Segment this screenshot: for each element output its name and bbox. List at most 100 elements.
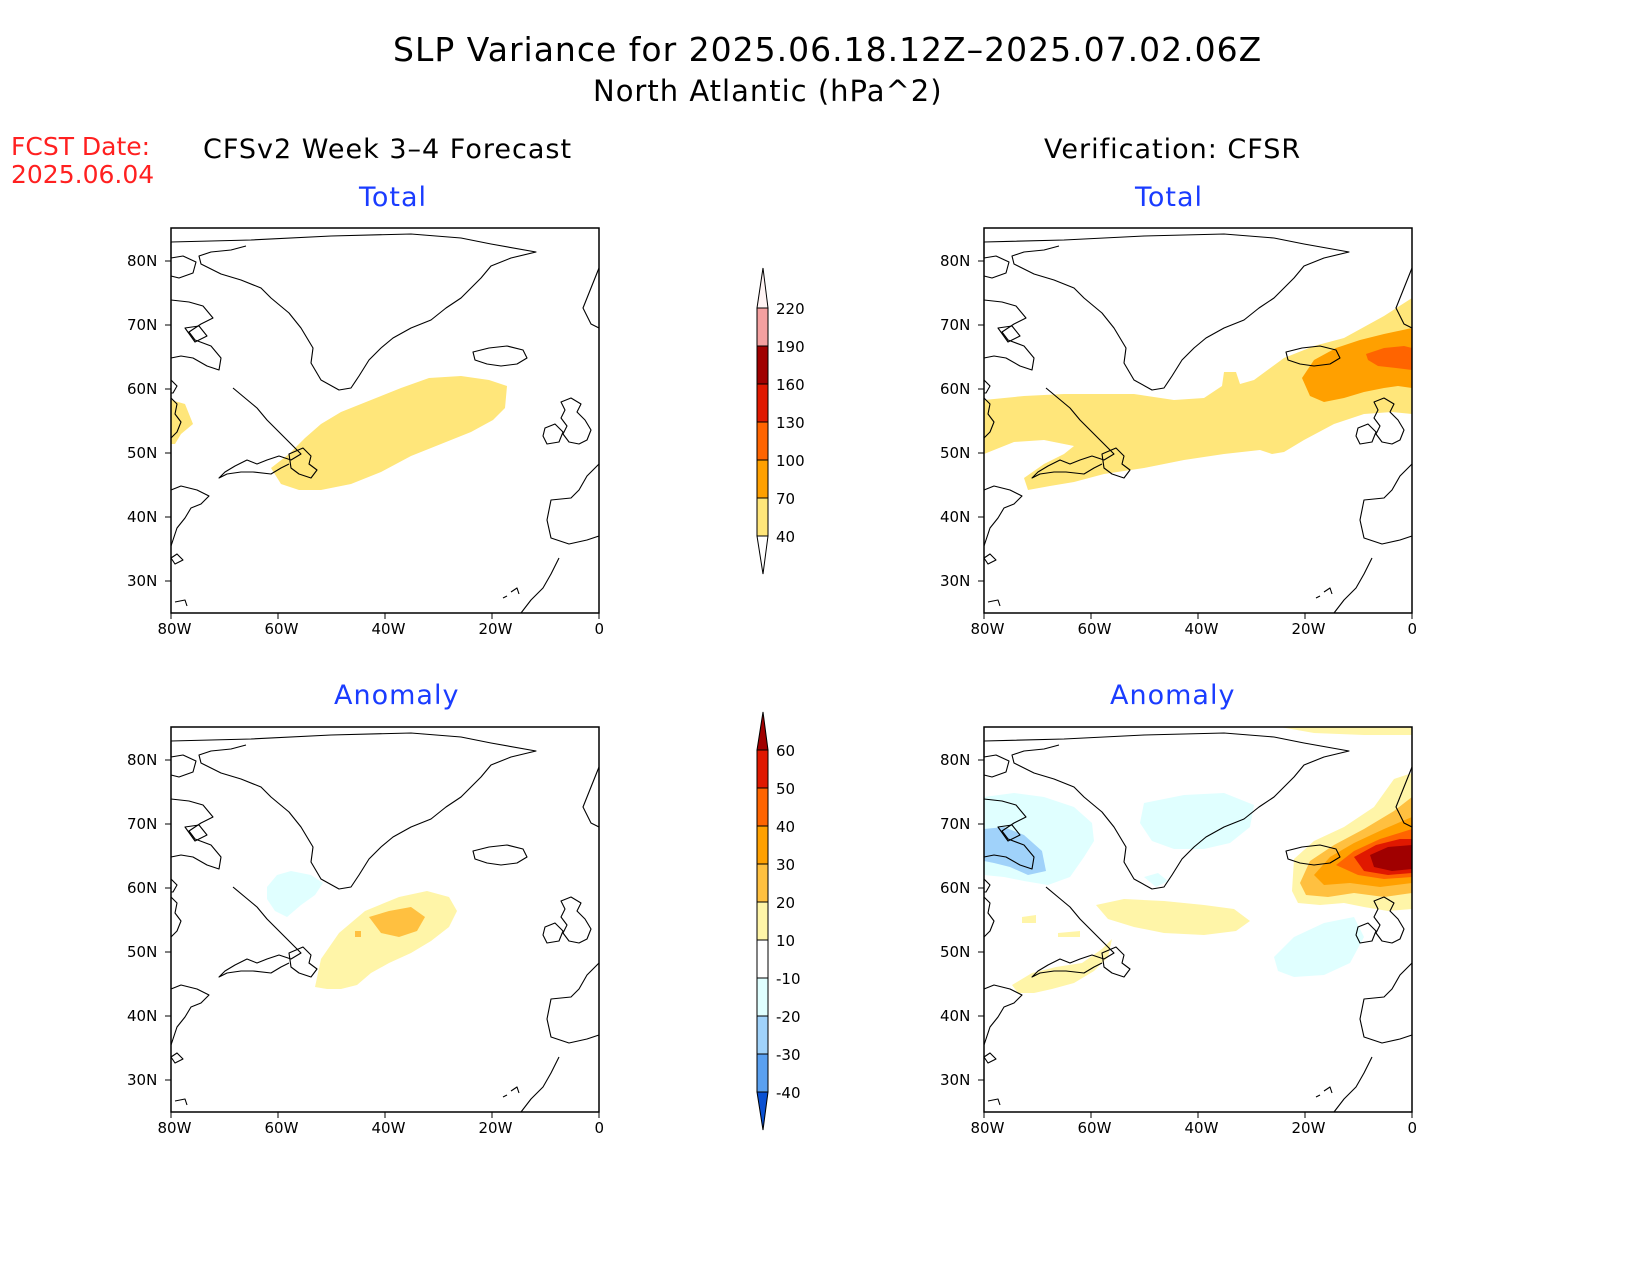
map-forecast-total [164,227,600,620]
contour-10-20 [315,891,457,989]
colorbar-total-label: 160 [776,376,805,394]
lat-tick-label: 40N [127,508,158,526]
colorbar-anomaly-label: -40 [776,1084,801,1102]
lon-tick-label: 40W [371,620,406,638]
lon-tick-label: 60W [264,1119,299,1137]
lon-tick-label: 80W [970,1119,1005,1137]
map-verification-anomaly [977,726,1413,1119]
lon-tick-label: 20W [1291,620,1326,638]
lat-tick-label: 80N [940,751,971,769]
lon-tick-label: 60W [1077,620,1112,638]
lat-tick-label: 30N [940,572,971,590]
contour-neg-20-30 [984,827,1046,875]
lat-tick-label: 60N [940,879,971,897]
panel-title-top-right: Total [1135,182,1204,213]
contour-20-30 [369,907,425,937]
map-verification-total [977,227,1413,620]
colorbar-anomaly-top-tip [756,711,769,751]
contour-neg-10-20 [267,871,323,917]
lon-tick-label: 0 [594,1119,605,1137]
contour-20-30-small [355,931,361,937]
contour-pos-10-20-top [1280,727,1412,735]
lon-tick-label: 80W [157,620,192,638]
lat-tick-label: 50N [940,444,971,462]
colorbar-total-label: 130 [776,414,805,432]
lon-tick-label: 60W [1077,1119,1112,1137]
colorbar-anomaly-label: -20 [776,1008,801,1026]
colorbar-total-top-tip [756,267,769,309]
contour-pos-10-20-small [1022,915,1036,923]
lat-tick-label: 30N [940,1071,971,1089]
contour-pos-10-20-tiny [1058,931,1080,937]
lon-tick-label: 40W [1184,620,1219,638]
colorbar-total-label: 40 [776,528,796,546]
lon-tick-label: 20W [478,620,513,638]
lat-tick-label: 70N [127,815,158,833]
page-subtitle: North Atlantic (hPa^2) [593,74,943,108]
contour-neg-10-20-greenland [1140,793,1254,849]
lat-tick-label: 30N [127,572,158,590]
lat-tick-label: 60N [940,380,971,398]
fcst-date-label: FCST Date: [11,132,151,161]
contour-40-70 [984,298,1412,490]
colorbar-anomaly-label: 60 [776,742,796,760]
colorbar-anomaly-label: 30 [776,856,796,874]
panel-title-bottom-right: Anomaly [1110,680,1236,711]
lat-tick-label: 80N [127,751,158,769]
lat-tick-label: 50N [127,943,158,961]
colorbar-total [756,267,769,575]
lat-tick-label: 70N [940,316,971,334]
contour-100-130 [1366,346,1412,370]
lon-tick-label: 0 [1407,620,1418,638]
lon-tick-label: 80W [970,620,1005,638]
lon-tick-label: 0 [594,620,605,638]
lat-tick-label: 50N [127,444,158,462]
contour-70-100 [1302,328,1412,402]
colorbar-anomaly [756,711,769,1131]
lat-tick-label: 60N [127,380,158,398]
contour-40-70-west [171,400,193,444]
lat-tick-label: 30N [127,1071,158,1089]
page-title: SLP Variance for 2025.06.18.12Z–2025.07.… [393,30,1263,69]
colorbar-anomaly-label: 20 [776,894,796,912]
map-forecast-anomaly [164,726,600,1119]
contour-neg-10-20-small [1144,873,1168,887]
lat-tick-label: 80N [127,252,158,270]
contour-pos-10-20-ns [1012,939,1112,993]
colorbar-total-label: 190 [776,338,805,356]
lat-tick-label: 70N [940,815,971,833]
contour-pos-10-20-band [1096,899,1250,935]
lon-tick-label: 40W [1184,1119,1219,1137]
lat-tick-label: 70N [127,316,158,334]
panel-title-top-left: Total [359,182,428,213]
lat-tick-label: 80N [940,252,971,270]
colorbar-anomaly-bottom-tip [756,1091,769,1131]
colorbar-total-label: 70 [776,490,796,508]
panel-title-bottom-left: Anomaly [334,680,460,711]
lon-tick-label: 80W [157,1119,192,1137]
fcst-date-value: 2025.06.04 [11,160,155,189]
colorbar-anomaly-label: -30 [776,1046,801,1064]
colorbar-total-label: 100 [776,452,805,470]
lon-tick-label: 0 [1407,1119,1418,1137]
lon-tick-label: 20W [1291,1119,1326,1137]
lat-tick-label: 40N [940,1007,971,1025]
right-column-title: Verification: CFSR [1044,134,1302,165]
lat-tick-label: 60N [127,879,158,897]
left-column-title: CFSv2 Week 3–4 Forecast [203,134,573,165]
colorbar-anomaly-label: -10 [776,970,801,988]
colorbar-total-bottom-tip [756,535,769,575]
lat-tick-label: 50N [940,943,971,961]
colorbar-total-label: 220 [776,300,805,318]
contour-pos-60 [1370,845,1412,871]
contour-neg-10-20-se [1274,917,1364,977]
lon-tick-label: 20W [478,1119,513,1137]
lon-tick-label: 40W [371,1119,406,1137]
contour-40-70 [271,376,507,490]
colorbar-anomaly-label: 40 [776,818,796,836]
lon-tick-label: 60W [264,620,299,638]
lat-tick-label: 40N [127,1007,158,1025]
colorbar-anomaly-label: 50 [776,780,796,798]
lat-tick-label: 40N [940,508,971,526]
